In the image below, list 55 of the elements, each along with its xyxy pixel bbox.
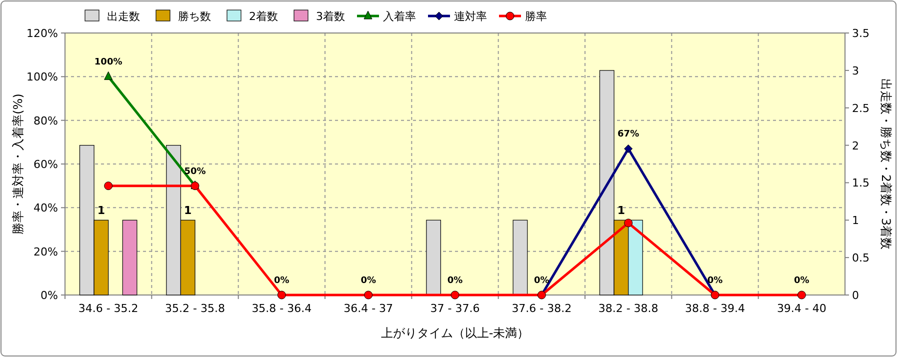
y2-tick-label: 0.5 (852, 252, 870, 265)
y-tick-label: 100% (26, 70, 58, 84)
y2-tick-label: 2 (852, 139, 859, 152)
bar (512, 220, 528, 296)
x-tick-label: 35.2 - 35.8 (165, 302, 225, 315)
legend-label: 勝ち数 (178, 10, 211, 23)
point (364, 290, 373, 300)
legend-label: 2着数 (249, 10, 278, 23)
data-label: 0% (794, 276, 810, 286)
point (450, 290, 460, 300)
y2-tick-label: 3.5 (852, 27, 870, 40)
x-tick-label: 34.6 - 35.2 (78, 302, 138, 315)
y2-tick-label: 1.5 (852, 176, 870, 190)
data-label: 0% (360, 276, 376, 286)
legend-label: 勝率 (525, 10, 547, 23)
x-tick-label: 39.4 - 40 (776, 302, 826, 315)
data-label: 1 (617, 204, 626, 218)
data-label: 100% (94, 58, 122, 68)
x-tick-label: 37.6 - 38.2 (512, 302, 572, 315)
data-label: 0% (534, 276, 550, 286)
data-label: 0% (447, 276, 463, 286)
point (104, 182, 113, 190)
x-tick-label: 35.8 - 36.4 (252, 302, 312, 315)
y2-tick-label: 1 (852, 214, 859, 228)
data-label: 67% (618, 130, 640, 140)
x-tick-label: 36.4 - 37 (344, 302, 394, 315)
x-tick-label: 38.2 - 38.8 (598, 302, 658, 315)
y-tick-label: 20% (34, 245, 58, 258)
data-label: 0% (274, 276, 290, 286)
y-tick-label: 60% (34, 158, 58, 171)
y2-axis-title: 出走数・勝ち数・2着数・3着数 (879, 78, 893, 250)
y-tick-label: 0% (40, 289, 58, 302)
data-label: 1 (184, 204, 192, 218)
data-label: 1 (97, 204, 106, 218)
point (277, 290, 286, 300)
x-tick-label: 37 - 37.6 (430, 302, 480, 315)
y2-tick-label: 2.5 (852, 102, 870, 115)
y2-tick-label: 3 (852, 64, 859, 78)
point (797, 290, 806, 300)
y-tick-label: 120% (26, 27, 58, 40)
bar (426, 220, 441, 296)
legend-label: 3着数 (316, 10, 345, 23)
y2-tick-label: 0 (852, 289, 859, 302)
x-tick-label: 38.8 - 39.4 (685, 302, 745, 315)
legend-label: 出走数 (107, 10, 140, 23)
legend-label: 連対率 (454, 10, 487, 23)
y-tick-label: 40% (34, 202, 58, 215)
data-label: 50% (184, 166, 206, 177)
point (624, 144, 633, 153)
point (624, 218, 633, 228)
x-axis-title: 上がりタイム（以上-未満） (380, 326, 530, 340)
y-axis-title: 勝率・連対率・入着率(%) (11, 94, 25, 234)
y-tick-label: 80% (34, 114, 58, 128)
legend-label: 入着率 (383, 10, 416, 23)
data-label: 0% (707, 276, 723, 286)
